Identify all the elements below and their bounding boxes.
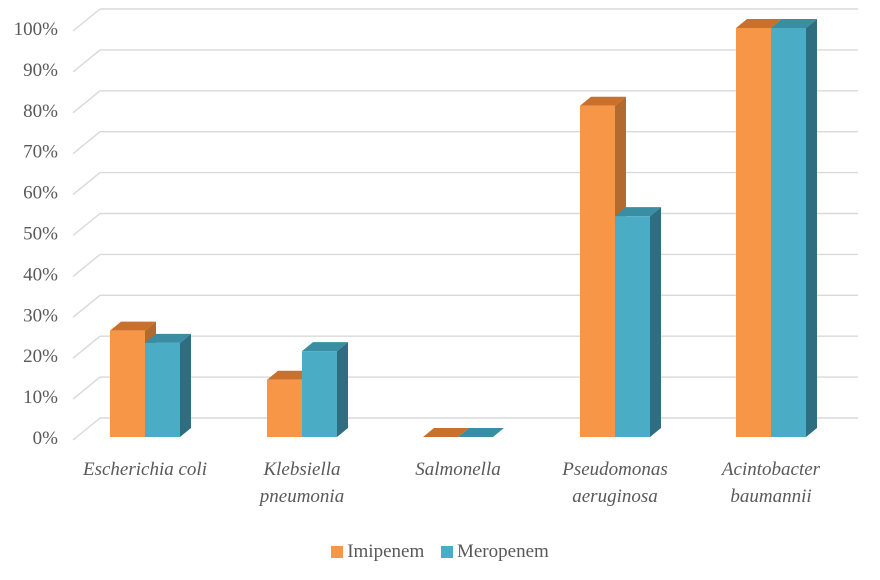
bar-top-imipenem [580, 96, 626, 106]
legend-swatch-meropenem [440, 546, 453, 558]
gridline-diagonal [72, 417, 101, 441]
x-category-label: Escherichia coli [82, 459, 207, 480]
bar-meropenem [302, 351, 337, 437]
gridline-diagonal [72, 212, 101, 237]
bar-top-imipenem [423, 428, 469, 437]
bar-side-meropenem [337, 342, 348, 437]
gridline-diagonal [72, 49, 101, 73]
bar-top-meropenem [771, 19, 817, 28]
y-tick-label: 100% [14, 19, 59, 40]
bar-imipenem [110, 330, 145, 437]
y-tick-label: 20% [23, 346, 58, 367]
y-tick-label: 80% [23, 101, 58, 122]
x-category-label: Pseudomonas aeruginosa [561, 459, 668, 507]
bar-imipenem [736, 28, 771, 437]
x-category-label: Salmonella [415, 459, 501, 480]
bar-side-meropenem [180, 333, 191, 437]
gridline-diagonal [72, 376, 101, 400]
x-axis-labels: Escherichia coli Klebsiella pneumonia Salmo… [82, 459, 821, 507]
bar-top-meropenem [615, 207, 661, 217]
gridline-diagonal [72, 335, 101, 359]
bar-top-meropenem [302, 342, 348, 352]
y-tick-label: 70% [23, 142, 58, 163]
y-tick-label: 30% [23, 305, 58, 326]
bar-top-imipenem [267, 370, 313, 380]
legend-item-meropenem: Meropenem [440, 541, 549, 563]
bar-imipenem [580, 105, 615, 438]
y-tick-label: 50% [23, 224, 58, 245]
gridline-diagonal [72, 172, 101, 196]
legend-item-imipenem: Imipenem [331, 541, 424, 563]
y-tick-label: 10% [23, 387, 58, 408]
legend-swatch-imipenem [331, 546, 344, 558]
legend-label-imipenem: Imipenem [347, 541, 425, 562]
bars [110, 19, 817, 438]
y-tick-label: 0% [33, 428, 59, 449]
gridline-diagonal [72, 8, 101, 32]
bar-top-meropenem [458, 428, 504, 437]
y-tick-label: 90% [23, 60, 58, 81]
gridline-diagonal [72, 294, 101, 318]
legend: Imipenem Meropenem [0, 541, 880, 564]
bar-meropenem [771, 28, 806, 437]
gridline-diagonal [72, 131, 101, 155]
x-category-label: Acintobacter baumannii [720, 459, 821, 507]
x-category-label: Klebsiella pneumonia [258, 459, 344, 507]
gridline-diagonal [72, 90, 101, 114]
gridlines [72, 8, 858, 441]
y-tick-label: 40% [23, 264, 58, 285]
y-axis-ticks: 0% 10% 20% 30% 40% 50% 60% 70% 80% 90% 100% [14, 19, 59, 449]
bar-side-meropenem [650, 207, 661, 437]
bar-meropenem [145, 342, 180, 437]
gridline-diagonal [72, 253, 101, 277]
bar-imipenem [267, 379, 302, 437]
bar-meropenem [615, 216, 650, 437]
bar-top-meropenem [145, 333, 191, 343]
bar-side-meropenem [806, 19, 817, 437]
y-tick-label: 60% [23, 183, 58, 204]
bar-top-imipenem [110, 321, 156, 331]
bar-top-imipenem [736, 19, 782, 28]
legend-label-meropenem: Meropenem [456, 541, 549, 562]
